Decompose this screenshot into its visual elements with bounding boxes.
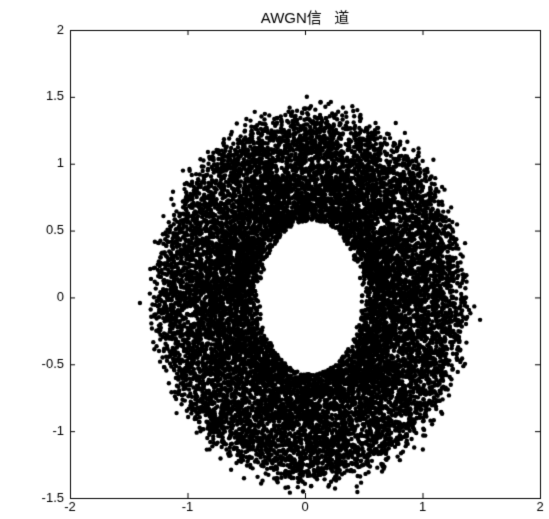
chart-container [0,0,549,519]
scatter-chart [0,0,549,519]
